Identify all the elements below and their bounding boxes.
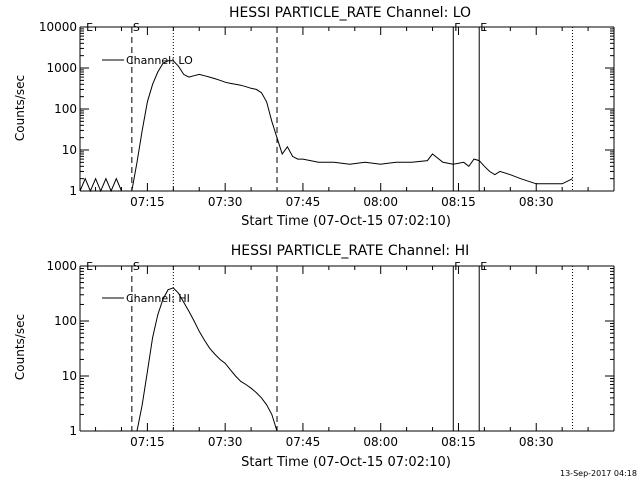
chart-hi-title: HESSI PARTICLE_RATE Channel: HI	[231, 243, 469, 259]
chart-hi-marker-label-0: E	[86, 260, 93, 273]
chart-hi: HESSI PARTICLE_RATE Channel: HI Counts/s…	[13, 243, 615, 470]
chart-lo-ytick-label-2: 100	[54, 102, 77, 116]
chart-hi-xtick-label-1: 07:30	[208, 435, 243, 449]
chart-lo-xtick-label-4: 08:15	[441, 195, 476, 209]
chart-lo-xtick-label-2: 07:45	[286, 195, 321, 209]
footer-timestamp: 13-Sep-2017 04:18	[560, 469, 637, 478]
chart-lo-xlabel: Start Time (07-Oct-15 07:02:10)	[241, 214, 451, 229]
chart-lo-marker-label-5: E	[480, 21, 487, 34]
chart-hi-ytick-label-0: 1	[69, 424, 77, 438]
chart-hi-xlabel: Start Time (07-Oct-15 07:02:10)	[241, 455, 451, 470]
chart-lo-marker-label-4: F	[454, 21, 460, 34]
chart-lo-xtick-label-5: 08:30	[519, 195, 554, 209]
chart-hi-xtick-label-0: 07:15	[130, 435, 165, 449]
chart-lo-ylabel: Counts/sec	[13, 75, 27, 141]
chart-hi-ytick-label-1: 10	[62, 369, 77, 383]
chart-lo-ytick-label-0: 1	[69, 184, 77, 198]
chart-hi-xtick-label-5: 08:30	[519, 435, 554, 449]
chart-lo-ytick-label-1: 10	[62, 143, 77, 157]
chart-hi-series	[136, 287, 278, 432]
chart-lo-title: HESSI PARTICLE_RATE Channel: LO	[229, 5, 471, 21]
chart-lo-ticks: 1 10 100 1000 10000 07:15 07:30 07:45 08:00 08:15…	[39, 20, 614, 209]
chart-hi-xtick-label-3: 08:00	[363, 435, 398, 449]
chart-hi-legend-label: Channel: HI	[126, 292, 190, 305]
chart-hi-ytick-label-3: 1000	[46, 259, 77, 273]
chart-lo-legend: Channel: LO	[102, 54, 193, 67]
chart-lo-legend-label: Channel: LO	[126, 54, 193, 67]
chart-lo-frame	[79, 26, 615, 192]
chart-lo-series	[79, 60, 573, 193]
chart-hi-ylabel: Counts/sec	[13, 314, 27, 380]
chart-hi-frame	[79, 265, 615, 432]
chart-lo-xtick-label-1: 07:30	[208, 195, 243, 209]
chart-hi-marker-label-1: S	[133, 260, 140, 273]
chart-hi-legend: Channel: HI	[102, 292, 190, 305]
chart-lo-marker-label-0: E	[86, 21, 93, 34]
chart-lo-marker-label-1: S	[133, 21, 140, 34]
chart-hi-ytick-label-2: 100	[54, 314, 77, 328]
chart-hi-ticks: 1 10 100 1000 07:15 07:30 07:45 08:00 08:15 08:30	[46, 259, 614, 449]
chart-lo-xtick-label-3: 08:00	[363, 195, 398, 209]
chart-hi-marker-label-5: E	[480, 260, 487, 273]
chart-lo-xtick-label-0: 07:15	[130, 195, 165, 209]
chart-lo-ytick-label-3: 1000	[46, 61, 77, 75]
chart-hi-xtick-label-4: 08:15	[441, 435, 476, 449]
chart-hi-marker-label-4: F	[454, 260, 460, 273]
chart-hi-xtick-label-2: 07:45	[286, 435, 321, 449]
chart-lo: HESSI PARTICLE_RATE Channel: LO Counts/s…	[13, 5, 615, 229]
chart-lo-ytick-label-4: 10000	[39, 20, 77, 34]
